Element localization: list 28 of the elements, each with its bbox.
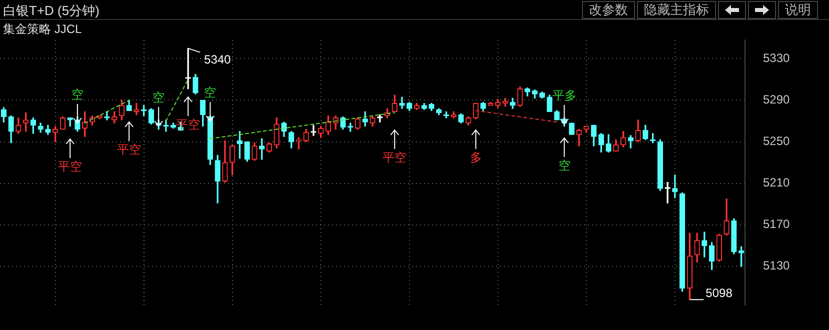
y-tick-label: 5210	[763, 176, 790, 190]
annotation: 平空	[382, 150, 407, 164]
y-tick-label: 5250	[763, 134, 790, 148]
annotation: 平空	[58, 159, 82, 174]
y-tick-label: 5130	[763, 258, 790, 273]
candlestick	[134, 103, 140, 116]
y-tick-label: 5330	[763, 51, 790, 66]
annotation: 空	[204, 85, 216, 100]
candlestick	[702, 232, 708, 258]
annotation: 空	[558, 158, 570, 172]
annotation: 5340	[204, 52, 232, 67]
candlestick	[664, 182, 670, 204]
chart-subtitle: 集金策略 JJCL	[3, 21, 82, 38]
text: 改参数	[582, 1, 635, 19]
candlestick	[399, 96, 405, 109]
y-tick-label: 5170	[763, 217, 790, 232]
y-tick-label: 5290	[763, 92, 790, 107]
candlestick	[310, 124, 316, 136]
annotation: 5098	[706, 286, 733, 300]
chart-title: 白银T+D (5分钟)	[3, 2, 100, 20]
annotation: 多	[470, 150, 482, 164]
text: 说明	[778, 1, 818, 19]
annotation: 平空	[117, 142, 142, 156]
annotation: 平多	[552, 88, 576, 102]
annotation: 空	[71, 87, 84, 102]
annotation: 空	[152, 90, 165, 104]
candlestick	[672, 174, 678, 198]
text: 隐藏主指标	[637, 1, 716, 19]
